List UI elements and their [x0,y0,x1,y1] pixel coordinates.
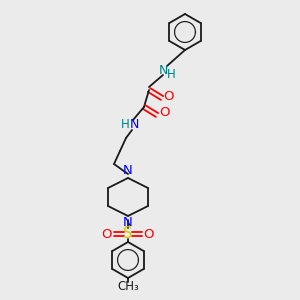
Text: O: O [164,89,174,103]
Text: S: S [123,226,133,242]
Text: O: O [159,106,169,119]
Text: N: N [123,217,133,230]
Text: O: O [144,227,154,241]
Text: CH₃: CH₃ [117,280,139,292]
Text: H: H [121,118,129,130]
Text: N: N [158,64,168,76]
Text: H: H [167,68,176,82]
Text: O: O [102,227,112,241]
Text: N: N [123,164,133,176]
Text: N: N [129,118,139,130]
